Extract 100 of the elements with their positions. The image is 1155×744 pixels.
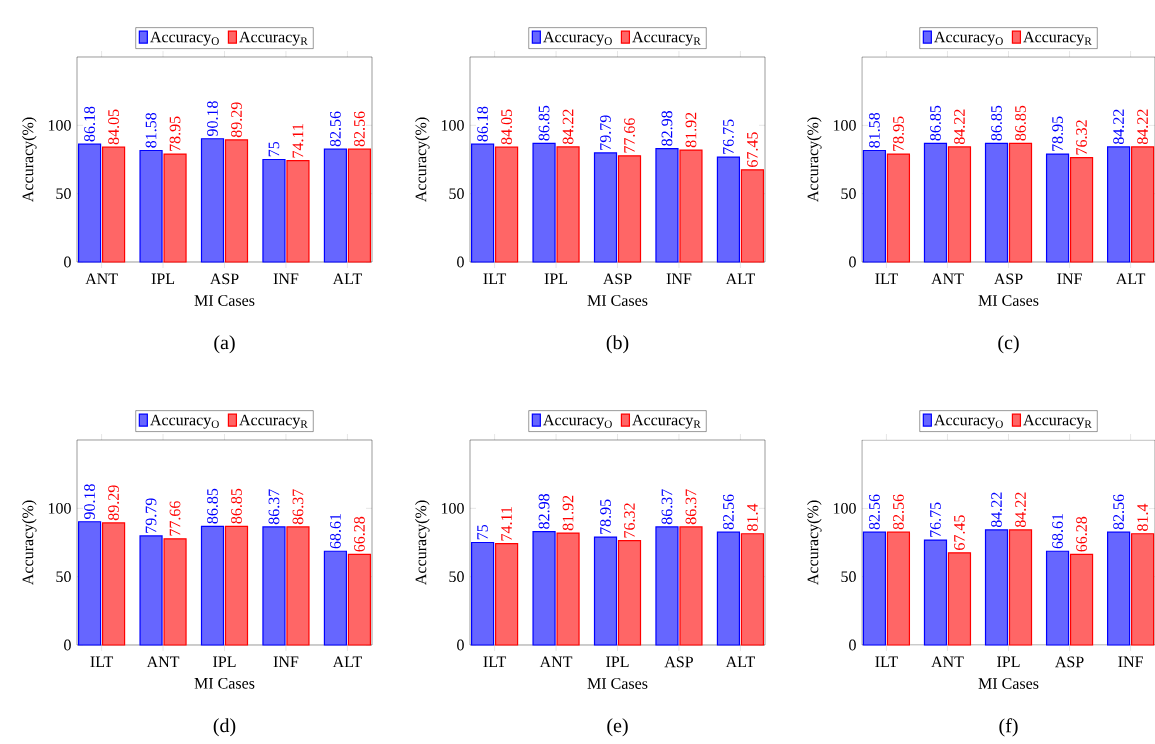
x-tick-label: IPL xyxy=(544,273,568,285)
y-tick-label: 100 xyxy=(441,119,464,131)
bar xyxy=(716,156,741,263)
bar xyxy=(862,149,887,263)
data-label: 86.18 xyxy=(477,106,489,142)
data-label: 81.92 xyxy=(562,495,574,531)
x-axis-title: MI Cases xyxy=(194,295,255,306)
data-label: 79.79 xyxy=(600,115,611,150)
data-label: 66.28 xyxy=(1076,516,1087,552)
y-axis-title: Accuracy(%) xyxy=(415,117,430,202)
bar xyxy=(323,148,348,263)
bar xyxy=(1131,146,1155,263)
y-tick-label: 50 xyxy=(449,571,464,583)
bar xyxy=(556,532,580,646)
x-tick-label: ASP xyxy=(993,273,1023,285)
data-label: 76.32 xyxy=(624,503,635,538)
data-label: 74.11 xyxy=(292,124,304,158)
y-tick-label: 100 xyxy=(48,502,71,514)
y-tick-label: 100 xyxy=(48,119,71,131)
data-label: 82.98 xyxy=(538,494,550,529)
legend-label: Accuracy$_{R}$ xyxy=(1023,31,1092,46)
bar xyxy=(655,526,679,646)
bar xyxy=(532,531,556,646)
y-tick-label: 0 xyxy=(849,256,856,268)
data-label: 78.95 xyxy=(600,499,611,534)
bar xyxy=(470,143,495,263)
bar xyxy=(679,149,703,263)
data-label: 75 xyxy=(268,141,280,157)
data-label: 81.58 xyxy=(869,112,880,148)
data-label: 78.95 xyxy=(169,116,181,151)
x-tick-label: ASP xyxy=(209,273,239,285)
data-label: 77.66 xyxy=(624,118,635,153)
bar xyxy=(655,147,679,263)
bar xyxy=(1008,142,1033,263)
data-label: 82.56 xyxy=(723,494,734,530)
bar xyxy=(947,552,972,646)
data-label: 66.28 xyxy=(354,516,365,552)
data-label: 86.37 xyxy=(268,489,280,525)
bar xyxy=(494,543,519,646)
data-label: 86.85 xyxy=(231,488,242,524)
bar xyxy=(101,146,126,263)
bar xyxy=(163,538,187,646)
bar xyxy=(716,531,741,646)
data-label: 81.92 xyxy=(685,112,697,148)
legend-label: Accuracy$_{R}$ xyxy=(1023,414,1092,429)
data-label: 79.79 xyxy=(145,498,157,533)
y-tick-label: 0 xyxy=(457,256,464,268)
legend-label: Accuracy$_{R}$ xyxy=(239,31,308,46)
legend-label: Accuracy$_{O}$ xyxy=(934,414,1003,429)
bar xyxy=(593,152,618,263)
x-tick-label: ALT xyxy=(332,273,362,285)
data-label: 76.75 xyxy=(723,119,734,154)
data-label: 84.05 xyxy=(501,109,513,145)
bar xyxy=(923,142,948,263)
data-label: 89.29 xyxy=(108,485,120,521)
text: (b) xyxy=(606,335,629,354)
bar xyxy=(886,531,911,646)
data-label: 84.22 xyxy=(991,492,1002,528)
data-label: 86.37 xyxy=(292,489,304,525)
data-label: 84.22 xyxy=(1113,109,1125,145)
data-label: 86.85 xyxy=(538,105,550,141)
text: (d) xyxy=(213,718,236,737)
data-label: 78.95 xyxy=(1052,116,1063,151)
y-tick-label: 50 xyxy=(841,571,856,583)
bar xyxy=(262,526,286,646)
text: (c) xyxy=(998,335,1019,354)
x-tick-label: IPL xyxy=(997,656,1020,668)
legend-label: Accuracy$_{O}$ xyxy=(543,31,612,46)
x-tick-label: ALT xyxy=(332,656,362,668)
bar xyxy=(101,522,126,646)
legend-label: Accuracy$_{O}$ xyxy=(934,31,1003,46)
bar xyxy=(77,521,102,646)
bar xyxy=(740,169,765,263)
data-label: 86.37 xyxy=(661,489,673,525)
bar xyxy=(470,541,495,646)
x-axis-title: MI Cases xyxy=(978,295,1039,306)
bar xyxy=(1069,553,1094,646)
bar xyxy=(1107,531,1131,646)
data-label: 81.4 xyxy=(747,503,758,531)
x-tick-label: ILT xyxy=(875,656,898,668)
bar xyxy=(740,533,765,646)
x-tick-label: ILT xyxy=(875,273,898,285)
data-label: 82.56 xyxy=(329,111,341,147)
x-axis-title: MI Cases xyxy=(587,295,648,306)
bar xyxy=(556,146,580,263)
data-label: 84.22 xyxy=(1137,109,1149,145)
x-tick-label: IPL xyxy=(213,656,236,668)
x-tick-label: IPL xyxy=(606,656,629,668)
data-label: 86.85 xyxy=(930,105,941,141)
data-label: 77.66 xyxy=(169,501,181,536)
text: (a) xyxy=(214,335,235,354)
data-label: 81.58 xyxy=(145,112,157,148)
x-tick-label: INF xyxy=(1057,273,1082,285)
x-tick-label: ALT xyxy=(725,656,755,668)
y-tick-label: 50 xyxy=(56,188,71,200)
data-label: 89.29 xyxy=(231,102,242,138)
y-tick-label: 0 xyxy=(64,639,71,651)
bar xyxy=(323,550,348,646)
x-tick-label: ASP xyxy=(664,656,693,668)
bar xyxy=(139,535,163,646)
